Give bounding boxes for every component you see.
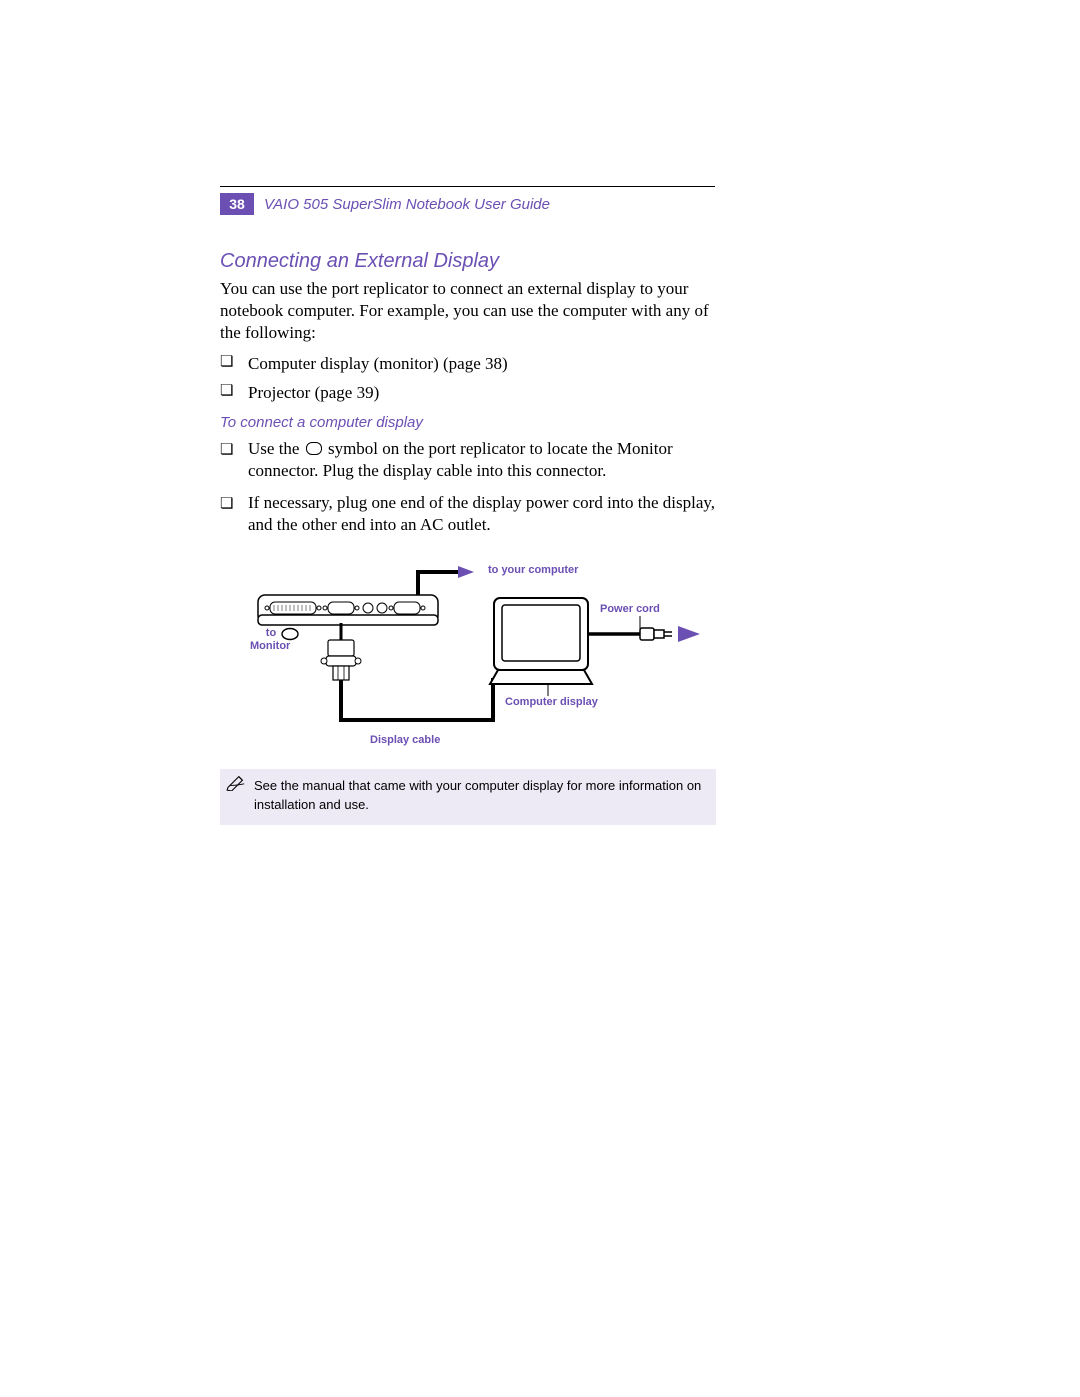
note-text: See the manual that came with your compu…: [254, 778, 701, 812]
list-item-text: Computer display (monitor) (page 38): [248, 350, 508, 377]
label-display-cable: Display cable: [370, 734, 440, 747]
text-pre: Use the: [248, 439, 304, 458]
bullet-icon: ❏: [220, 379, 248, 403]
bullet-icon: ❏: [220, 438, 248, 462]
section-heading: Connecting an External Display: [220, 250, 499, 273]
list-item-text: If necessary, plug one end of the displa…: [248, 492, 720, 536]
label-power-cord: Power cord: [600, 603, 660, 616]
list-item-text: Projector (page 39): [248, 379, 379, 406]
pencil-note-icon: [226, 773, 248, 791]
list-item: ❏ Use the symbol on the port replicator …: [220, 438, 720, 482]
list-item: ❏ Projector (page 39): [220, 379, 720, 406]
diagram-svg: [248, 560, 718, 760]
page: 38 VAIO 505 SuperSlim Notebook User Guid…: [0, 0, 1080, 1397]
bullet-icon: ❏: [220, 350, 248, 374]
page-number: 38: [229, 196, 245, 212]
connection-diagram: to your computer to Monitor Power cord C…: [248, 560, 718, 760]
label-to-monitor-1: to: [260, 627, 282, 640]
header-rule: [220, 186, 715, 187]
list-item-text: Use the symbol on the port replicator to…: [248, 438, 720, 482]
bullet-icon: ❏: [220, 492, 248, 516]
label-to-computer: to your computer: [488, 564, 578, 577]
intro-paragraph: You can use the port replicator to conne…: [220, 278, 720, 344]
label-to-monitor-2: Monitor: [250, 640, 290, 653]
list-item: ❏ Computer display (monitor) (page 38): [220, 350, 720, 377]
list-steps: ❏ Use the symbol on the port replicator …: [220, 438, 720, 546]
running-header: VAIO 505 SuperSlim Notebook User Guide: [264, 196, 550, 213]
subsection-heading: To connect a computer display: [220, 414, 423, 431]
list-display-types: ❏ Computer display (monitor) (page 38) ❏…: [220, 350, 720, 408]
label-computer-display: Computer display: [505, 696, 598, 709]
note-callout: See the manual that came with your compu…: [220, 769, 716, 825]
list-item: ❏ If necessary, plug one end of the disp…: [220, 492, 720, 536]
monitor-symbol-icon: [306, 442, 322, 455]
page-number-badge: 38: [220, 193, 254, 215]
